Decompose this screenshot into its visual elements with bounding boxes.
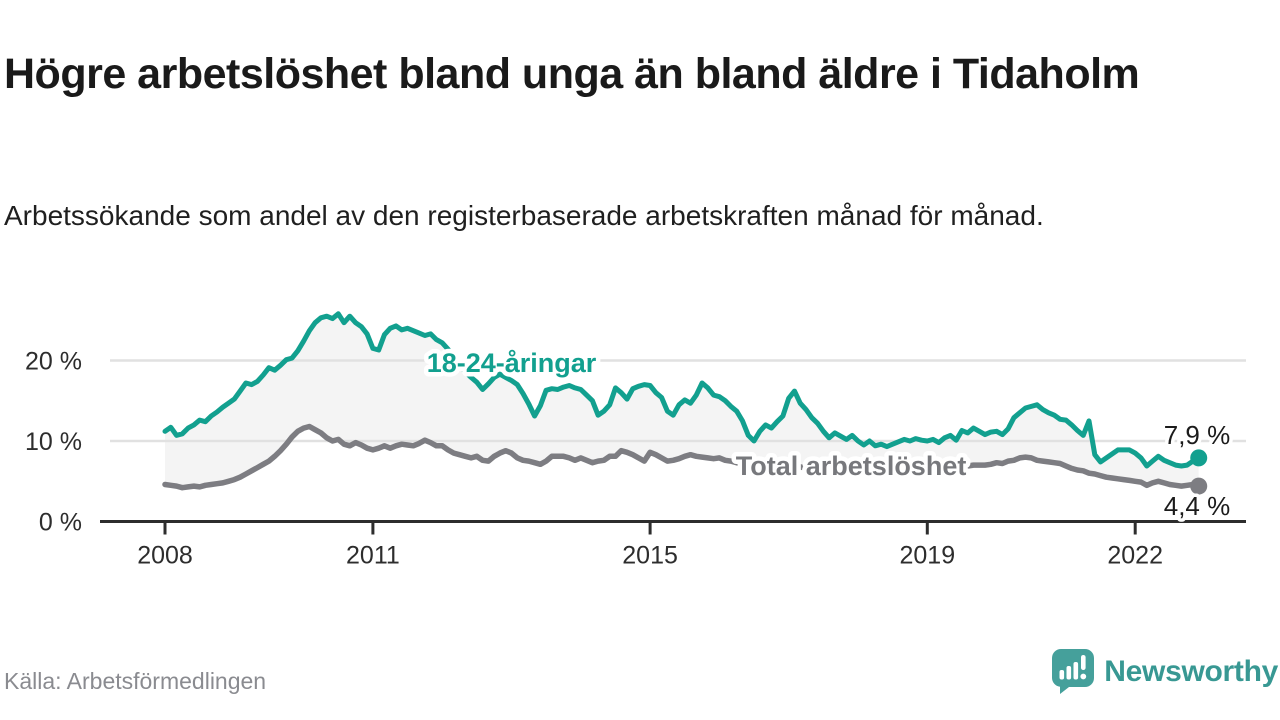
series-line-youth: [162, 311, 1202, 469]
x-axis-label-2019: 2019: [899, 542, 955, 570]
x-axis-label-2015: 2015: [622, 542, 678, 570]
logo-exclamation-dot: [1080, 673, 1087, 680]
series-line-total: [162, 423, 1202, 491]
y-axis-label-0: 0 %: [39, 509, 82, 537]
logo-bar-3: [1073, 662, 1079, 680]
series-label-youth: 18-24-åringar: [427, 348, 597, 378]
chart-subtitle: Arbetssökande som andel av den registerb…: [4, 200, 1044, 231]
logo-exclamation-bar: [1081, 655, 1086, 670]
newsworthy-logo: Newsworthy: [1051, 648, 1278, 695]
line-chart-svg: 0 % 10 % 20 % 2008 2011 2015 2019 2022 18-24-åri…: [25, 311, 1246, 570]
y-axis-label-20: 20 %: [25, 348, 82, 376]
series-label-total: Total arbetslöshet: [736, 451, 967, 481]
end-dot-youth: [1190, 449, 1208, 467]
end-value-label-youth: 7,9 %: [1164, 420, 1231, 450]
end-dot-total: [1190, 477, 1208, 495]
logo-bar-1: [1059, 670, 1065, 680]
newsworthy-logo-icon: [1052, 649, 1095, 694]
x-axis-label-2011: 2011: [346, 542, 400, 570]
line-chart: 0 % 10 % 20 % 2008 2011 2015 2019 2022 18-24-åri…: [0, 276, 1280, 586]
y-axis-label-10: 10 %: [25, 428, 82, 456]
logo-bar-2: [1066, 666, 1072, 680]
x-axis-label-2022: 2022: [1107, 542, 1163, 570]
end-value-label-total: 4,4 %: [1164, 491, 1231, 521]
source-attribution: Källa: Arbetsförmedlingen: [4, 668, 267, 694]
x-axis-label-2008: 2008: [137, 542, 193, 570]
chart-title: Högre arbetslöshet bland unga än bland ä…: [4, 49, 1140, 98]
logo-speech-bubble: [1052, 649, 1095, 694]
newsworthy-brand-text: Newsworthy: [1104, 654, 1278, 688]
